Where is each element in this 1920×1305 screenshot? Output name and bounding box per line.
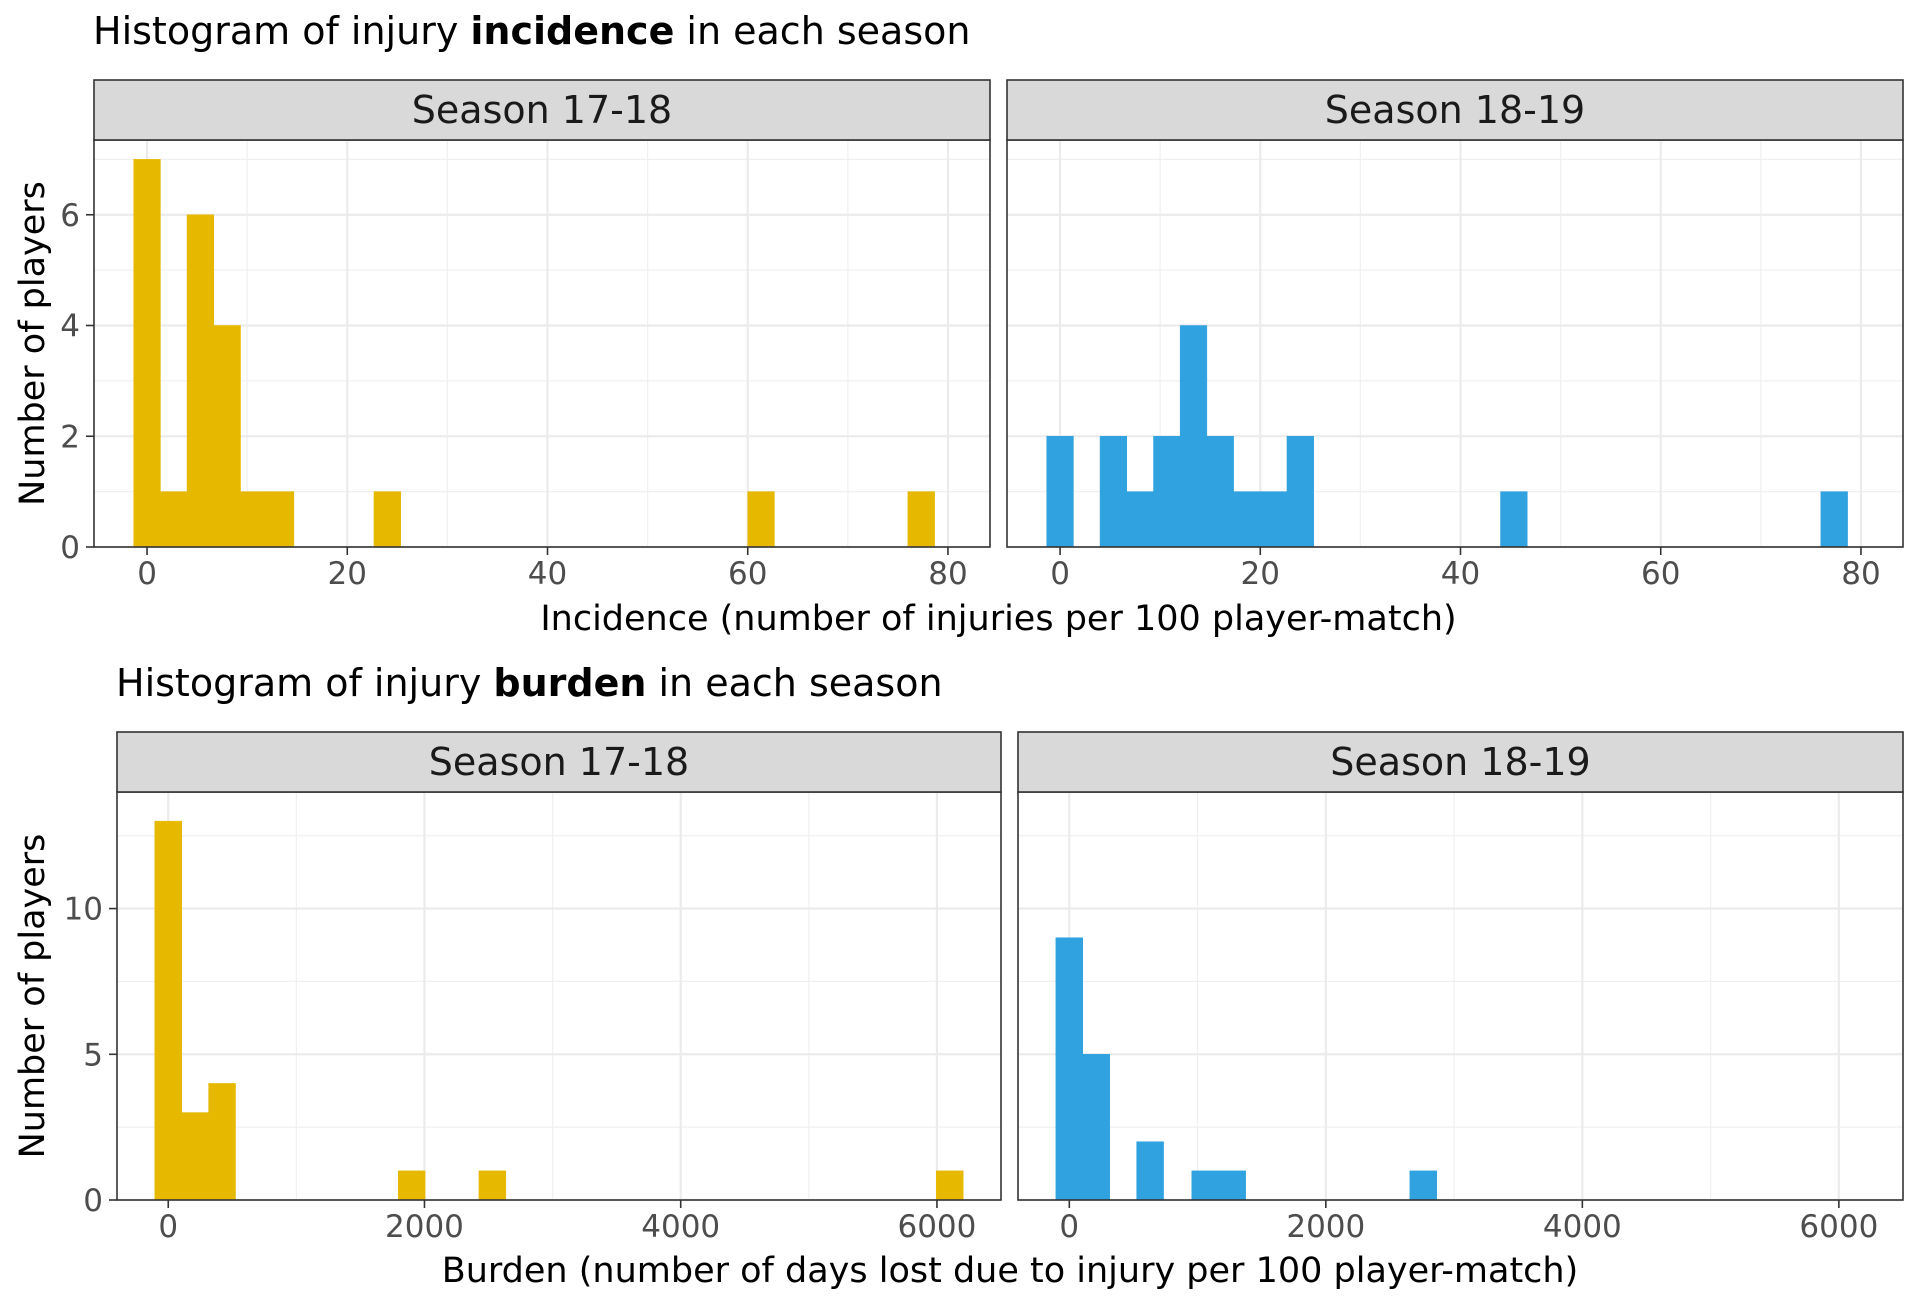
facet-panel: Season 18-19 0 2000 4000 6000 [1017, 731, 1904, 1245]
y-axis-title: Number of players [13, 181, 53, 506]
facet-strip [1017, 731, 1904, 793]
facet-strip [116, 731, 1002, 793]
histogram-bar [213, 325, 241, 548]
histogram-bar [1500, 491, 1528, 548]
chart-title-prefix: Histogram of injury [93, 9, 470, 53]
histogram-bar [1218, 1170, 1246, 1201]
x-tick-label: 2000 [1286, 1209, 1365, 1245]
histogram-bar [1259, 491, 1288, 548]
histogram-bar [397, 1170, 426, 1201]
histogram-bar [1179, 325, 1208, 548]
histogram-bar [1233, 491, 1261, 548]
facet-strip-label: Season 17-18 [412, 88, 672, 132]
incidence-chart: Histogram of injury incidence in each se… [13, 9, 1904, 639]
x-tick-label: 2000 [385, 1209, 464, 1245]
x-tick-label: 6000 [897, 1209, 976, 1245]
histogram-bar [266, 491, 295, 548]
x-tick-label: 0 [1050, 556, 1070, 592]
histogram-bar [1409, 1170, 1438, 1201]
x-tick-label: 80 [1841, 556, 1880, 592]
histogram-bar [160, 491, 188, 548]
histogram-bar [1099, 436, 1128, 548]
x-tick-label: 60 [728, 556, 767, 592]
facet-strip-label: Season 18-19 [1330, 740, 1590, 784]
chart-title-suffix: in each season [674, 9, 970, 53]
x-tick-label: 80 [928, 556, 967, 592]
facet-panel: Season 18-19 0 20 40 60 80 [1006, 79, 1904, 592]
x-tick-label: 20 [328, 556, 367, 592]
chart-title-prefix: Histogram of injury [116, 661, 493, 705]
facet-panel: Season 17-18 0 20 40 60 80 0 2 4 6 [60, 79, 991, 592]
histogram-bar [181, 1112, 209, 1201]
x-tick-label: 4000 [641, 1209, 720, 1245]
x-tick-label: 40 [528, 556, 567, 592]
chart-title: Histogram of injury incidence in each se… [93, 9, 970, 53]
x-tick-label: 0 [137, 556, 157, 592]
histogram-bar [747, 491, 775, 548]
histogram-bar [1153, 436, 1181, 548]
y-axis-title: Number of players [13, 834, 53, 1159]
y-tick-label: 4 [60, 309, 80, 345]
x-axis-title: Incidence (number of injuries per 100 pl… [540, 599, 1456, 639]
histogram-bar [907, 491, 935, 548]
x-tick-label: 40 [1441, 556, 1480, 592]
x-tick-label: 0 [158, 1209, 178, 1245]
chart-title-suffix: in each season [646, 661, 942, 705]
burden-chart: Histogram of injury burden in each seaso… [13, 661, 1904, 1291]
facet-strip [1006, 79, 1904, 141]
facet-panel: Season 17-18 0 2000 4000 6000 0 5 10 [64, 731, 1002, 1245]
chart-title-bold: burden [493, 661, 646, 705]
histogram-bar [186, 214, 215, 548]
y-tick-label: 5 [83, 1037, 103, 1073]
y-tick-label: 0 [83, 1183, 103, 1219]
histogram-bar [208, 1083, 236, 1201]
histogram-bar [1055, 937, 1084, 1201]
histogram-bar [478, 1170, 507, 1201]
histogram-bar [936, 1170, 964, 1201]
histogram-bar [133, 159, 161, 548]
x-tick-label: 60 [1641, 556, 1680, 592]
plot-background [94, 140, 990, 547]
histogram-bar [1046, 436, 1074, 548]
histogram-bar [1191, 1170, 1219, 1201]
facet-strip-label: Season 17-18 [429, 740, 689, 784]
plot-background [117, 792, 1001, 1200]
x-axis-title: Burden (number of days lost due to injur… [442, 1251, 1579, 1291]
histogram-bar [1136, 1141, 1164, 1201]
y-tick-label: 10 [64, 892, 103, 928]
x-tick-label: 6000 [1799, 1209, 1878, 1245]
histogram-bar [154, 820, 182, 1201]
histogram-bar [373, 491, 401, 548]
y-tick-label: 0 [60, 530, 80, 566]
x-tick-label: 4000 [1543, 1209, 1622, 1245]
x-tick-label: 0 [1059, 1209, 1079, 1245]
y-tick-label: 6 [60, 198, 80, 234]
histogram-bar [1082, 1054, 1110, 1201]
histogram-bar [1126, 491, 1154, 548]
histogram-bar [1820, 491, 1848, 548]
facet-strip-label: Season 18-19 [1325, 88, 1585, 132]
plot-background [1007, 140, 1903, 547]
x-tick-label: 20 [1241, 556, 1280, 592]
histogram-bar [240, 491, 268, 548]
chart-title-bold: incidence [470, 9, 674, 53]
chart-title: Histogram of injury burden in each seaso… [116, 661, 943, 705]
plot-background [1018, 792, 1903, 1200]
histogram-bar [1206, 436, 1234, 548]
facet-strip [93, 79, 991, 141]
y-tick-label: 2 [60, 419, 80, 455]
histogram-bar [1286, 436, 1314, 548]
